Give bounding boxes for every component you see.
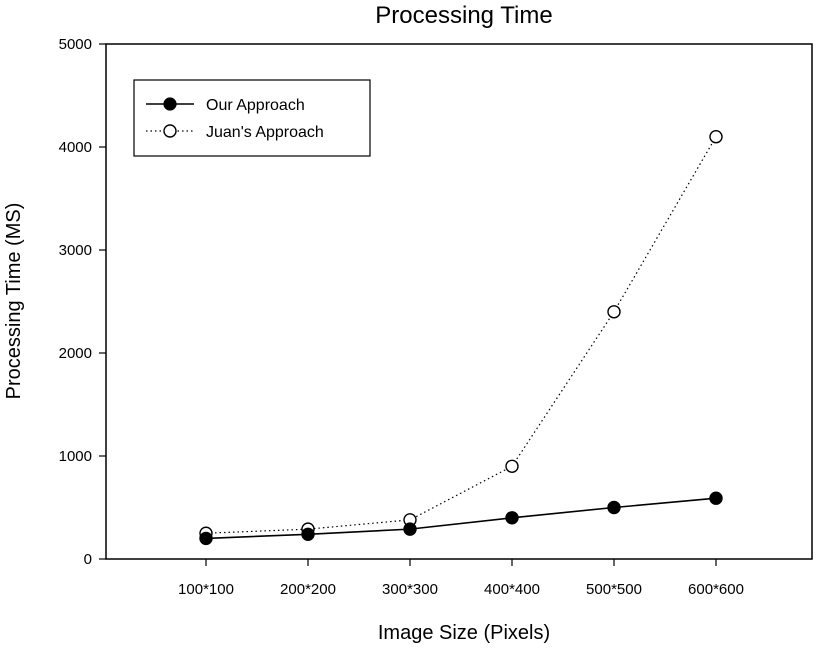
data-point-juan-s-approach xyxy=(607,305,621,319)
y-tick-label: 1000 xyxy=(59,448,92,465)
data-point-our-approach xyxy=(709,491,723,505)
y-axis: 0 1000 2000 3000 4000 5000 xyxy=(59,36,106,568)
x-axis-label: Image Size (Pixels) xyxy=(378,622,550,644)
y-tick-label: 5000 xyxy=(59,36,92,53)
y-tick-label: 3000 xyxy=(59,242,92,259)
x-tick-label: 600*600 xyxy=(688,581,744,598)
y-axis-label: Processing Time (MS) xyxy=(3,203,25,400)
y-tick-label: 4000 xyxy=(59,139,92,156)
x-tick-label: 200*200 xyxy=(280,581,336,598)
data-point-our-approach xyxy=(199,531,213,546)
x-axis: 100*100 200*200 300*300 400*400 500*500 600*6… xyxy=(178,559,744,598)
x-tick-label: 500*500 xyxy=(586,581,642,598)
x-tick-label: 400*400 xyxy=(484,581,540,598)
legend-box xyxy=(133,79,371,157)
series-layer xyxy=(199,129,723,546)
data-point-juan-s-approach xyxy=(709,129,723,144)
legend-label-our-approach: Our Approach xyxy=(206,97,305,114)
data-point-our-approach xyxy=(607,500,621,515)
x-tick-label: 300*300 xyxy=(382,581,438,598)
data-point-juan-s-approach xyxy=(505,459,519,473)
y-tick-label: 0 xyxy=(84,551,92,568)
legend-marker-our-approach xyxy=(163,97,177,111)
legend-label-juans-approach: Juan's Approach xyxy=(206,124,324,141)
chart-title: Processing Time xyxy=(375,2,552,29)
series-line-our-approach xyxy=(205,497,717,540)
data-point-our-approach xyxy=(505,511,519,525)
plot-area-frame xyxy=(105,43,813,560)
legend-marker-juans-approach xyxy=(163,124,177,138)
data-point-our-approach xyxy=(403,522,417,536)
x-tick-label: 100*100 xyxy=(178,581,234,598)
data-point-our-approach xyxy=(301,527,315,541)
series-line-juan-s-approach xyxy=(205,136,717,534)
y-tick-label: 2000 xyxy=(59,345,92,362)
legend: Our Approach Juan's Approach xyxy=(133,79,371,157)
